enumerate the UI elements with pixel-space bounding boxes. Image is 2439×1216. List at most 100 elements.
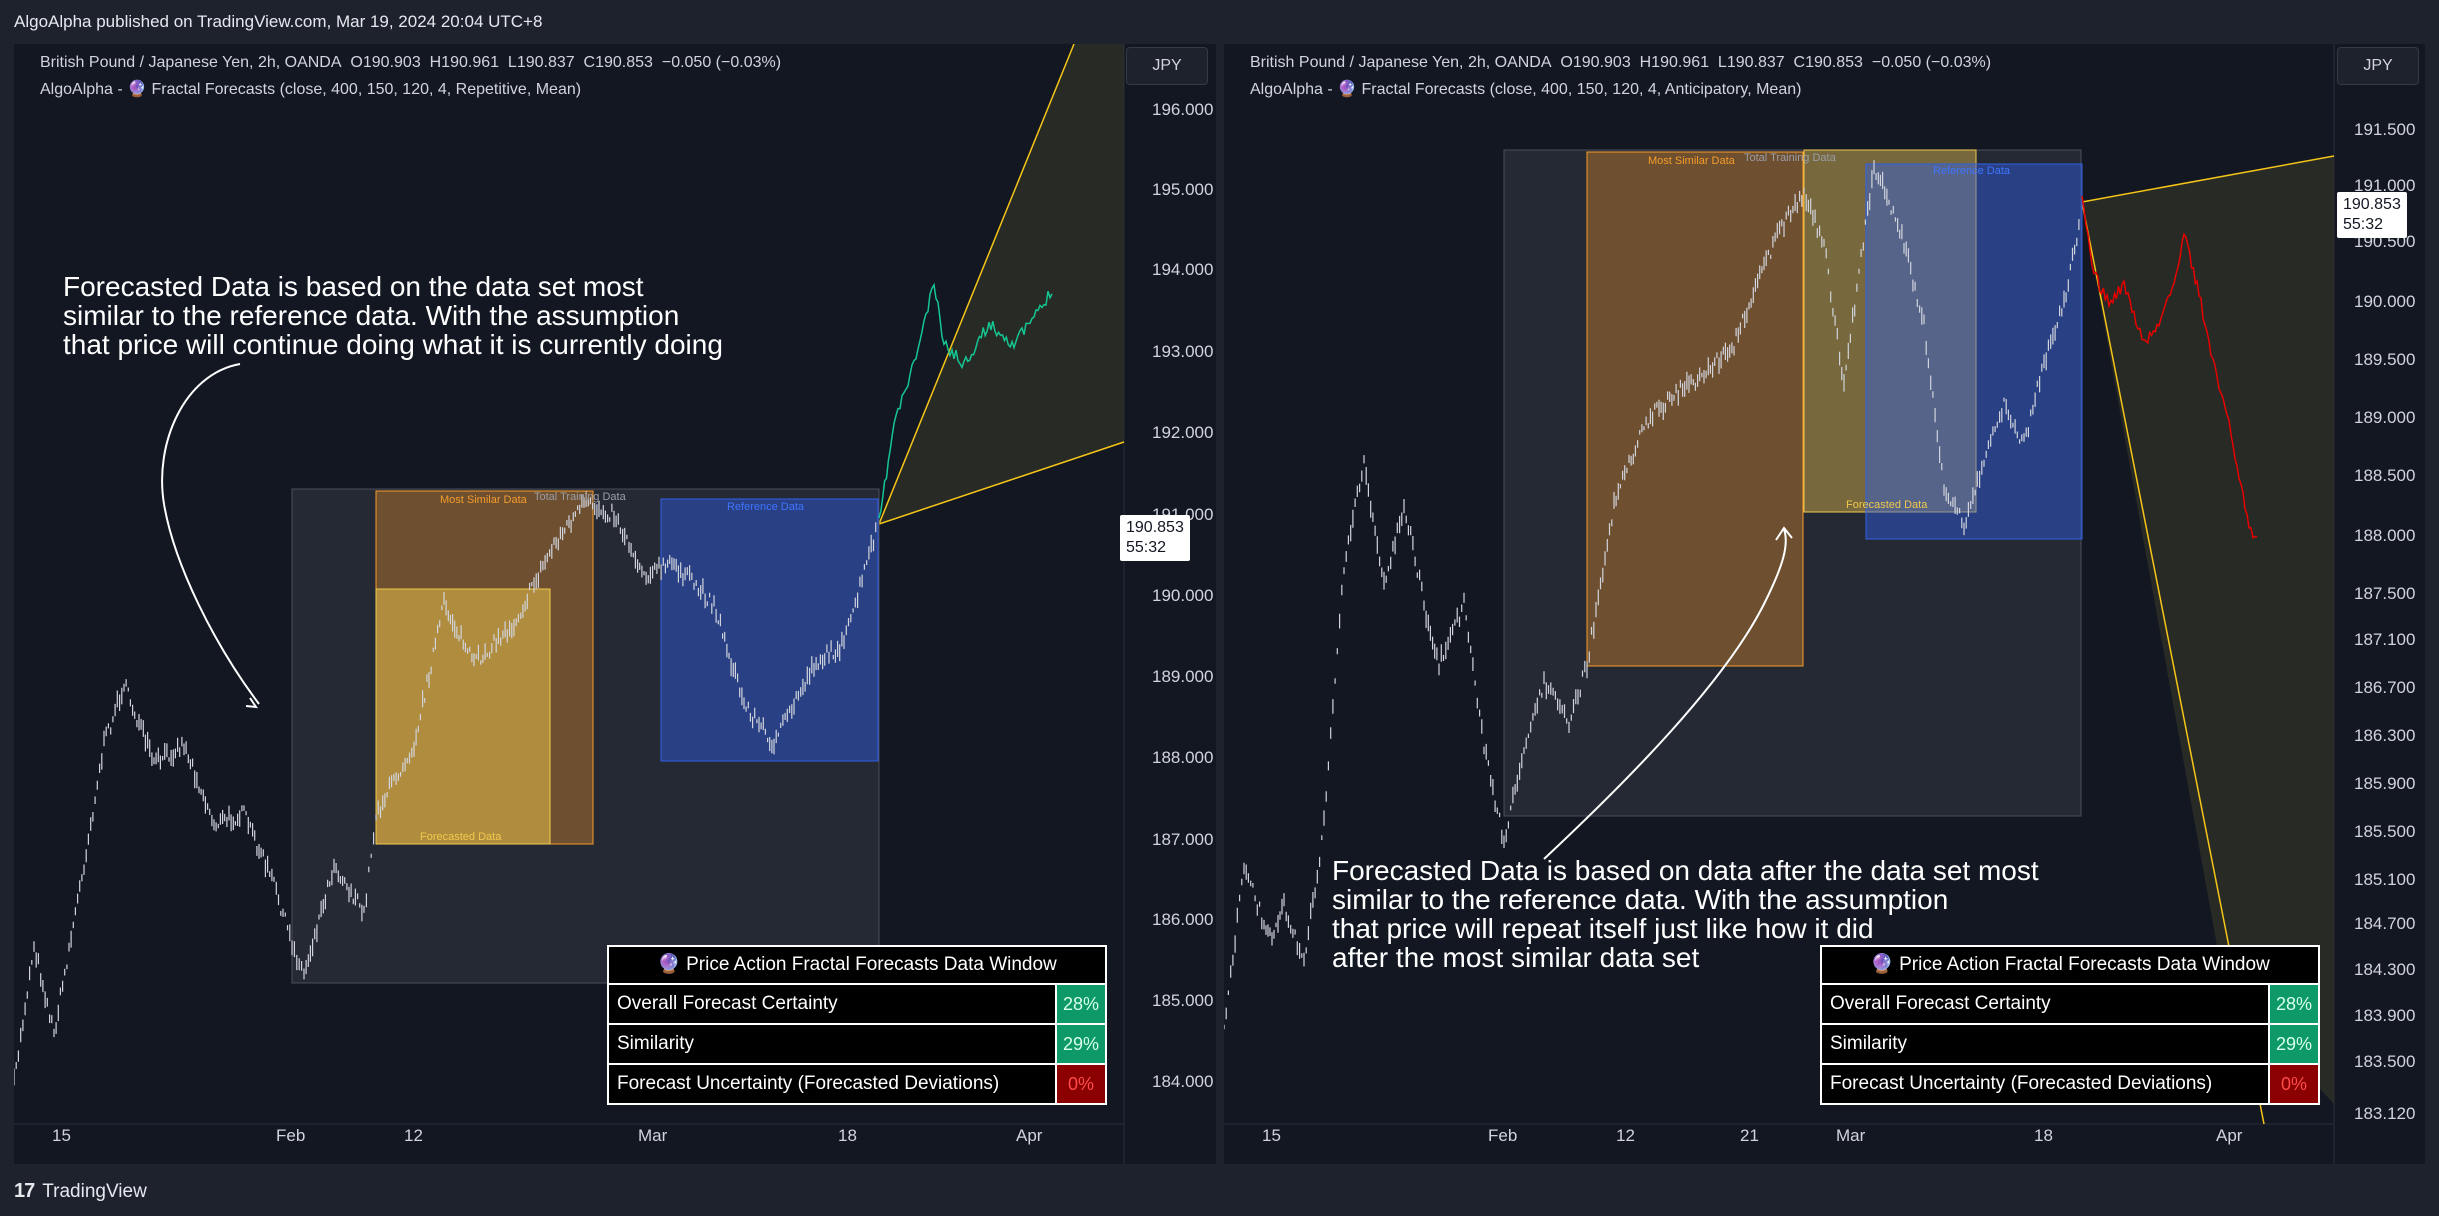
similarity-value: 29% — [2270, 1025, 2318, 1063]
certainty-label: Overall Forecast Certainty — [1822, 985, 2268, 1023]
chart-panel-left[interactable]: British Pound / Japanese Yen, 2h, OANDA … — [14, 44, 1216, 1164]
forecasted-label: Forecasted Data — [1846, 499, 1928, 511]
most-similar-box — [1586, 151, 1804, 667]
table-row: Similarity 29% — [1822, 1025, 2318, 1063]
low-label: L — [507, 54, 517, 71]
price-tick-label: 191.500 — [2354, 120, 2416, 139]
data-window-table: 🔮 Price Action Fractal Forecasts Data Wi… — [1820, 945, 2320, 1105]
chart-panel-right[interactable]: British Pound / Japanese Yen, 2h, OANDA … — [1224, 44, 2425, 1164]
open-label: O — [1560, 54, 1573, 71]
data-window-title: 🔮 Price Action Fractal Forecasts Data Wi… — [1822, 947, 2318, 983]
change-value: −0.050 (−0.03%) — [661, 54, 782, 71]
total-training-label: Total Training Data — [1744, 152, 1836, 164]
indicator-legend[interactable]: AlgoAlpha - 🔮 Fractal Forecasts (close, … — [40, 81, 582, 98]
price-tick-label: 187.500 — [2354, 584, 2416, 603]
price-tick-label: 184.700 — [2354, 914, 2416, 933]
publisher-line: AlgoAlpha published on TradingView.com, … — [14, 12, 543, 31]
price-tick-label: 183.500 — [2354, 1052, 2416, 1071]
price-tick-label: 184.000 — [1152, 1072, 1214, 1091]
price-tick-label: 188.000 — [2354, 526, 2416, 545]
annotation-text: Forecasted Data is based on the data set… — [63, 271, 723, 360]
currency-button[interactable]: JPY — [2337, 47, 2419, 85]
arrow-head — [245, 697, 259, 709]
forecast-cone — [2082, 156, 2334, 1104]
certainty-value: 28% — [1057, 985, 1105, 1023]
forecasted-box — [375, 588, 551, 845]
high-value: 190.961 — [1651, 54, 1710, 71]
uncertainty-label: Forecast Uncertainty (Forecasted Deviati… — [609, 1065, 1055, 1103]
symbol-legend: British Pound / Japanese Yen, 2h, OANDA … — [40, 54, 781, 72]
tradingview-logo[interactable]: 17 TradingView — [14, 1180, 147, 1203]
price-tick-label: 192.000 — [1152, 423, 1214, 442]
top-bar: AlgoAlpha published on TradingView.com, … — [0, 0, 2439, 44]
table-row: Overall Forecast Certainty 28% — [609, 985, 1105, 1023]
forecasted-box — [1803, 149, 1977, 513]
symbol-name: British Pound / Japanese Yen, 2h, OANDA — [1250, 54, 1552, 71]
time-tick-label: 15 — [52, 1126, 71, 1145]
last-price: 190.853 — [2343, 196, 2401, 213]
time-tick-label: 12 — [404, 1126, 423, 1145]
open-value: 190.903 — [1572, 54, 1631, 71]
price-tick-label: 189.500 — [2354, 350, 2416, 369]
high-value: 190.961 — [441, 54, 500, 71]
close-label: C — [1793, 54, 1806, 71]
price-tick-label: 187.000 — [1152, 830, 1214, 849]
arrow-head — [1775, 526, 1793, 541]
annotation-arrow — [161, 363, 260, 705]
bottom-bar: 17 TradingView — [0, 1168, 2439, 1216]
forecasted-label: Forecasted Data — [420, 831, 502, 843]
price-tick-label: 183.120 — [2354, 1104, 2416, 1123]
time-tick-label: 21 — [1740, 1126, 1759, 1145]
time-tick-label: Feb — [276, 1126, 306, 1145]
most-similar-label: Most Similar Data — [440, 494, 527, 506]
last-price-tag: 190.853 55:32 — [1120, 515, 1190, 561]
low-value: 190.837 — [1726, 54, 1785, 71]
price-chart-right[interactable] — [1224, 44, 2425, 1164]
time-axis[interactable]: 15 Feb 12 21 Mar 18 Apr — [1224, 1124, 2334, 1164]
time-axis[interactable]: 15 Feb 12 Mar 18 Apr — [14, 1124, 1124, 1164]
price-candles — [14, 491, 877, 1086]
cone-upper-line — [878, 44, 1075, 525]
open-value: 190.903 — [362, 54, 421, 71]
price-chart-left[interactable] — [14, 44, 1216, 1164]
most-similar-label: Most Similar Data — [1648, 155, 1735, 167]
time-tick-label: 15 — [1262, 1126, 1281, 1145]
close-value: 190.853 — [1805, 54, 1863, 71]
uncertainty-value: 0% — [2270, 1065, 2318, 1103]
forecast-line — [2081, 195, 2258, 540]
time-tick-label: Feb — [1488, 1126, 1518, 1145]
time-tick-label: Mar — [1836, 1126, 1866, 1145]
table-row: Similarity 29% — [609, 1025, 1105, 1063]
symbol-name: British Pound / Japanese Yen, 2h, OANDA — [40, 54, 342, 71]
time-tick-label: Mar — [638, 1126, 668, 1145]
price-tick-label: 190.000 — [1152, 586, 1214, 605]
time-tick-label: 18 — [838, 1126, 857, 1145]
price-tick-label: 183.900 — [2354, 1006, 2416, 1025]
similarity-value: 29% — [1057, 1025, 1105, 1063]
price-tick-label: 188.000 — [1152, 748, 1214, 767]
table-row: Forecast Uncertainty (Forecasted Deviati… — [609, 1065, 1105, 1103]
price-tick-label: 186.000 — [1152, 910, 1214, 929]
data-window-title: 🔮 Price Action Fractal Forecasts Data Wi… — [609, 947, 1105, 983]
indicator-legend[interactable]: AlgoAlpha - 🔮 Fractal Forecasts (close, … — [1250, 81, 1802, 98]
bar-countdown: 55:32 — [2343, 216, 2384, 233]
cone-upper-line — [2081, 155, 2335, 203]
currency-button[interactable]: JPY — [1126, 47, 1208, 85]
forecast-cone — [879, 44, 1124, 524]
close-label: C — [583, 54, 596, 71]
annotation-text: Forecasted Data is based on data after t… — [1332, 855, 2039, 973]
change-value: −0.050 (−0.03%) — [1871, 54, 1992, 71]
price-tick-label: 189.000 — [1152, 667, 1214, 686]
total-training-box — [1503, 149, 2082, 817]
price-candles — [1224, 160, 2080, 1030]
price-tick-label: 185.500 — [2354, 822, 2416, 841]
low-value: 190.837 — [516, 54, 575, 71]
price-axis[interactable]: 196.000195.000194.000193.000192.000191.0… — [1124, 44, 1216, 1144]
high-label: H — [1639, 54, 1652, 71]
close-value: 190.853 — [595, 54, 653, 71]
last-price-tag: 190.853 55:32 — [2337, 192, 2407, 238]
bar-countdown: 55:32 — [1126, 539, 1167, 556]
time-tick-label: Apr — [1016, 1126, 1043, 1145]
data-window-table: 🔮 Price Action Fractal Forecasts Data Wi… — [607, 945, 1107, 1105]
price-tick-label: 186.700 — [2354, 678, 2416, 697]
